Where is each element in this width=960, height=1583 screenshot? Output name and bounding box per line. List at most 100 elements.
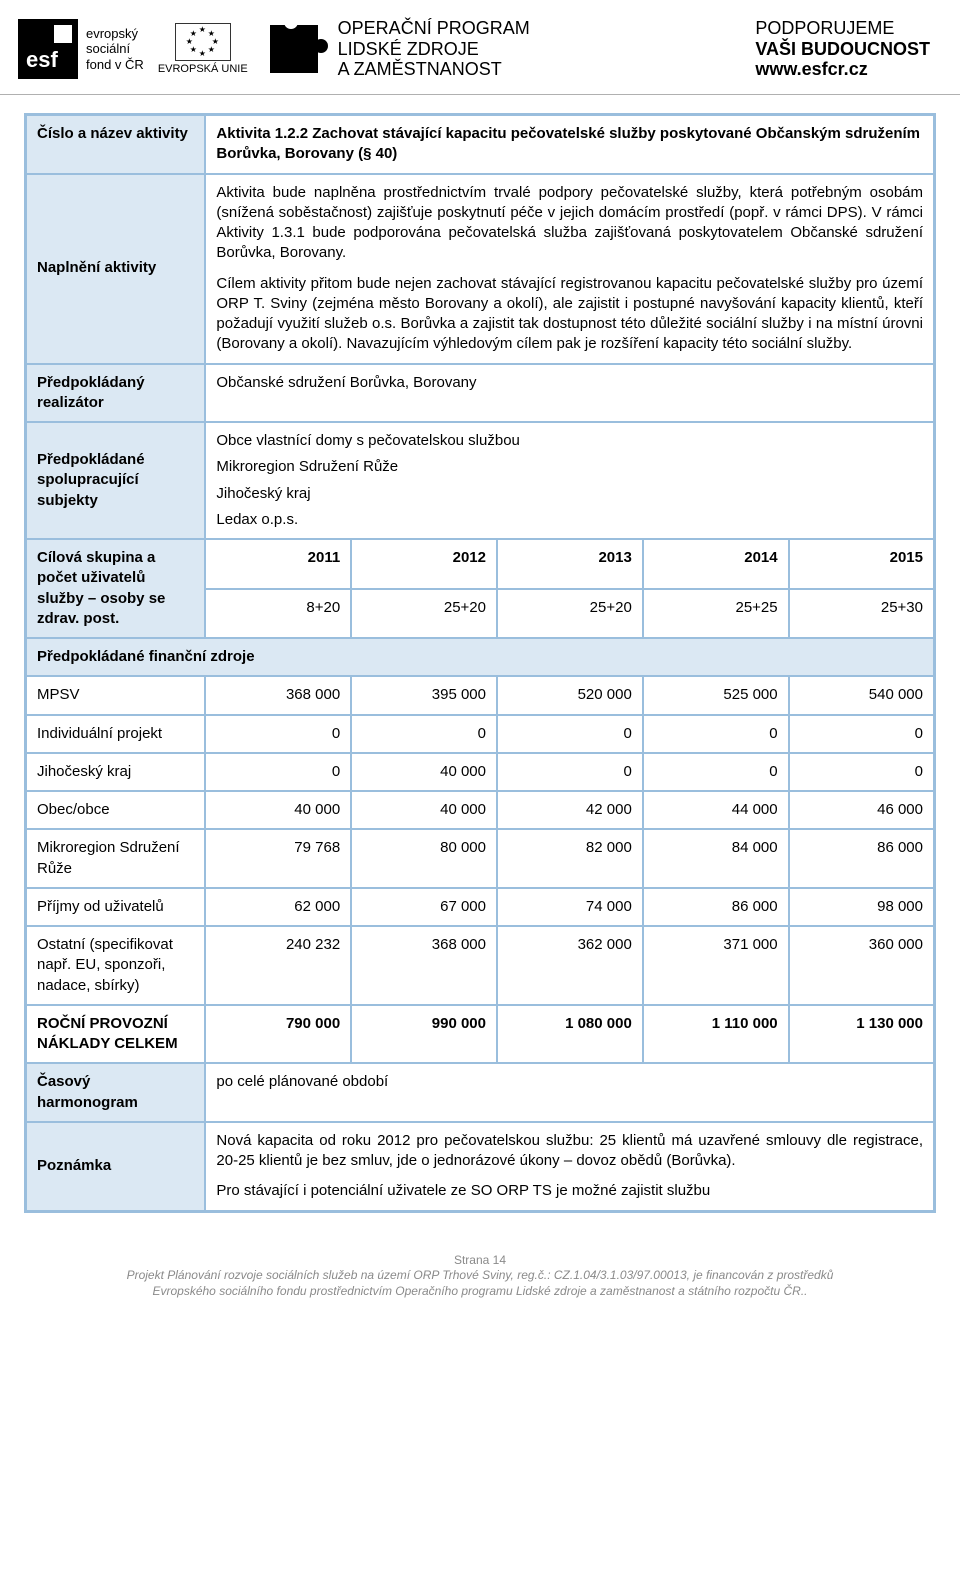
esf-line: evropský	[86, 26, 144, 42]
eu-block: ★ ★ ★ ★ ★ ★ ★ ★ EVROPSKÁ UNIE	[158, 23, 248, 75]
fin-value: 525 000	[643, 676, 789, 714]
fin-row: Jihočeský kraj040 000000	[26, 753, 935, 791]
fin-value: 79 768	[205, 829, 351, 888]
fin-row: Příjmy od uživatelů62 00067 00074 00086 …	[26, 888, 935, 926]
fin-value: 80 000	[351, 829, 497, 888]
fin-value: 46 000	[789, 791, 935, 829]
value-cell: 25+20	[497, 589, 643, 639]
fin-label: Mikroregion Sdružení Růže	[26, 829, 206, 888]
main-table: Číslo a název aktivity Aktivita 1.2.2 Za…	[24, 113, 936, 1213]
list-item: Mikroregion Sdružení Růže	[216, 457, 923, 477]
esf-mark-icon: esf	[18, 19, 78, 79]
fin-value: 42 000	[497, 791, 643, 829]
fin-value: 86 000	[643, 888, 789, 926]
fin-value: 74 000	[497, 888, 643, 926]
row-cilova-years: Cílová skupina a počet uživatelů služby …	[26, 539, 935, 589]
esf-text: evropský sociální fond v ČR	[86, 26, 144, 73]
cell-label: Cílová skupina a počet uživatelů služby …	[26, 539, 206, 638]
fin-value: 40 000	[351, 753, 497, 791]
fin-label: Příjmy od uživatelů	[26, 888, 206, 926]
row-poznamka: Poznámka Nová kapacita od roku 2012 pro …	[26, 1122, 935, 1211]
page-footer: Strana 14 Projekt Plánování rozvoje soci…	[0, 1253, 960, 1320]
fin-label: Obec/obce	[26, 791, 206, 829]
cell-value: Aktivita 1.2.2 Zachovat stávající kapaci…	[205, 115, 934, 174]
fin-value: 362 000	[497, 926, 643, 1005]
cell-label: Předpokládaný realizátor	[26, 364, 206, 423]
fin-value: 0	[497, 753, 643, 791]
fin-value: 0	[205, 715, 351, 753]
value-cell: 8+20	[205, 589, 351, 639]
fin-label: Jihočeský kraj	[26, 753, 206, 791]
list-item: Ledax o.p.s.	[216, 510, 923, 530]
list-item: Obce vlastnící domy s pečovatelskou služ…	[216, 431, 923, 451]
fin-value: 44 000	[643, 791, 789, 829]
fin-value: 990 000	[351, 1005, 497, 1064]
fin-value: 371 000	[643, 926, 789, 1005]
fin-row: MPSV368 000395 000520 000525 000540 000	[26, 676, 935, 714]
cell-value: Občanské sdružení Borůvka, Borovany	[205, 364, 934, 423]
op-line: LIDSKÉ ZDROJE	[338, 39, 530, 60]
fin-value: 360 000	[789, 926, 935, 1005]
value-cell: 25+30	[789, 589, 935, 639]
value-cell: 25+25	[643, 589, 789, 639]
row-fin-header: Předpokládané finanční zdroje	[26, 638, 935, 676]
op-line: OPERAČNÍ PROGRAM	[338, 18, 530, 39]
support-text: PODPORUJEME VAŠI BUDOUCNOST www.esfcr.cz	[755, 18, 930, 80]
page-number: Strana 14	[0, 1253, 960, 1269]
fin-value: 0	[789, 715, 935, 753]
year-cell: 2013	[497, 539, 643, 589]
row-spoluprace: Předpokládané spolupracující subjekty Ob…	[26, 422, 935, 539]
fin-row: Ostatní (specifikovat např. EU, sponzoři…	[26, 926, 935, 1005]
row-realizator: Předpokládaný realizátor Občanské sdruže…	[26, 364, 935, 423]
fin-value: 0	[643, 715, 789, 753]
fin-value: 82 000	[497, 829, 643, 888]
para: Aktivita bude naplněna prostřednictvím t…	[216, 183, 923, 264]
fin-row: Individuální projekt00000	[26, 715, 935, 753]
support-line: www.esfcr.cz	[755, 59, 930, 80]
row-casovy: Časový harmonogram po celé plánované obd…	[26, 1063, 935, 1122]
fin-row: Obec/obce40 00040 00042 00044 00046 000	[26, 791, 935, 829]
fin-value: 395 000	[351, 676, 497, 714]
fin-value: 0	[351, 715, 497, 753]
fin-value: 790 000	[205, 1005, 351, 1064]
fin-row: Mikroregion Sdružení Růže79 76880 00082 …	[26, 829, 935, 888]
year-cell: 2014	[643, 539, 789, 589]
footer-line: Projekt Plánování rozvoje sociálních slu…	[0, 1268, 960, 1284]
para: Cílem aktivity přitom bude nejen zachova…	[216, 274, 923, 355]
fin-value: 240 232	[205, 926, 351, 1005]
list-item: Jihočeský kraj	[216, 484, 923, 504]
esf-line: fond v ČR	[86, 57, 144, 73]
para: Pro stávající i potenciální uživatele ze…	[216, 1181, 923, 1201]
row-cislo: Číslo a název aktivity Aktivita 1.2.2 Za…	[26, 115, 935, 174]
para: Nová kapacita od roku 2012 pro pečovatel…	[216, 1131, 923, 1172]
puzzle-icon	[270, 25, 318, 73]
cell-label: Časový harmonogram	[26, 1063, 206, 1122]
eu-label: EVROPSKÁ UNIE	[158, 63, 248, 75]
op-line: A ZAMĚSTNANOST	[338, 59, 530, 80]
fin-value: 67 000	[351, 888, 497, 926]
cell-value: Nová kapacita od roku 2012 pro pečovatel…	[205, 1122, 934, 1211]
year-cell: 2015	[789, 539, 935, 589]
cell-value: Obce vlastnící domy s pečovatelskou služ…	[205, 422, 934, 539]
fin-body: MPSV368 000395 000520 000525 000540 000I…	[26, 676, 935, 1063]
esf-line: sociální	[86, 41, 144, 57]
fin-label: Individuální projekt	[26, 715, 206, 753]
fin-value: 368 000	[351, 926, 497, 1005]
fin-value: 86 000	[789, 829, 935, 888]
fin-value: 98 000	[789, 888, 935, 926]
fin-value: 0	[497, 715, 643, 753]
fin-value: 40 000	[351, 791, 497, 829]
section-header: Předpokládané finanční zdroje	[26, 638, 935, 676]
fin-value: 1 110 000	[643, 1005, 789, 1064]
support-line: VAŠI BUDOUCNOST	[755, 39, 930, 60]
cell-value: po celé plánované období	[205, 1063, 934, 1122]
eu-flag-icon: ★ ★ ★ ★ ★ ★ ★ ★	[175, 23, 231, 61]
page-header: esf evropský sociální fond v ČR ★ ★ ★ ★ …	[0, 0, 960, 95]
value-cell: 25+20	[351, 589, 497, 639]
fin-value: 40 000	[205, 791, 351, 829]
cell-label: Naplnění aktivity	[26, 174, 206, 364]
fin-value: 520 000	[497, 676, 643, 714]
cell-label: Předpokládané spolupracující subjekty	[26, 422, 206, 539]
fin-label: Ostatní (specifikovat např. EU, sponzoři…	[26, 926, 206, 1005]
fin-row: ROČNÍ PROVOZNÍ NÁKLADY CELKEM790 000990 …	[26, 1005, 935, 1064]
